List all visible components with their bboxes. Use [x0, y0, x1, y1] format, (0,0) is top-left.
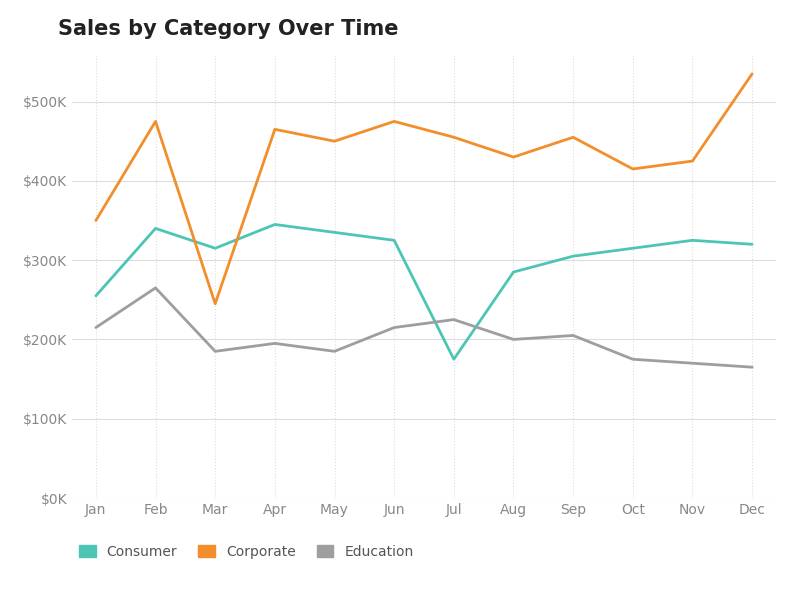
Corporate — [150, 118, 160, 125]
Corporate — [449, 134, 458, 141]
Corporate — [330, 137, 339, 145]
Line: Education: Education — [96, 288, 752, 367]
Consumer — [688, 237, 698, 244]
Line: Consumer: Consumer — [96, 224, 752, 359]
Education — [509, 336, 518, 343]
Education — [210, 348, 220, 355]
Consumer — [628, 245, 638, 252]
Legend: Consumer, Corporate, Education: Consumer, Corporate, Education — [79, 545, 414, 559]
Consumer — [449, 356, 458, 363]
Education — [390, 324, 399, 331]
Corporate — [390, 118, 399, 125]
Education — [91, 324, 101, 331]
Corporate — [568, 134, 578, 141]
Consumer — [509, 268, 518, 275]
Education — [568, 332, 578, 339]
Education — [150, 284, 160, 292]
Corporate — [628, 166, 638, 173]
Consumer — [330, 229, 339, 236]
Education — [688, 359, 698, 367]
Consumer — [91, 292, 101, 299]
Education — [449, 316, 458, 323]
Line: Corporate: Corporate — [96, 74, 752, 304]
Consumer — [210, 245, 220, 252]
Consumer — [390, 237, 399, 244]
Consumer — [568, 253, 578, 260]
Corporate — [509, 154, 518, 161]
Education — [628, 356, 638, 363]
Consumer — [747, 241, 757, 248]
Consumer — [150, 225, 160, 232]
Corporate — [688, 157, 698, 164]
Education — [747, 364, 757, 371]
Corporate — [91, 217, 101, 224]
Consumer — [270, 221, 280, 228]
Education — [330, 348, 339, 355]
Text: Sales by Category Over Time: Sales by Category Over Time — [58, 19, 398, 38]
Corporate — [210, 300, 220, 307]
Corporate — [747, 70, 757, 77]
Corporate — [270, 126, 280, 133]
Education — [270, 340, 280, 347]
